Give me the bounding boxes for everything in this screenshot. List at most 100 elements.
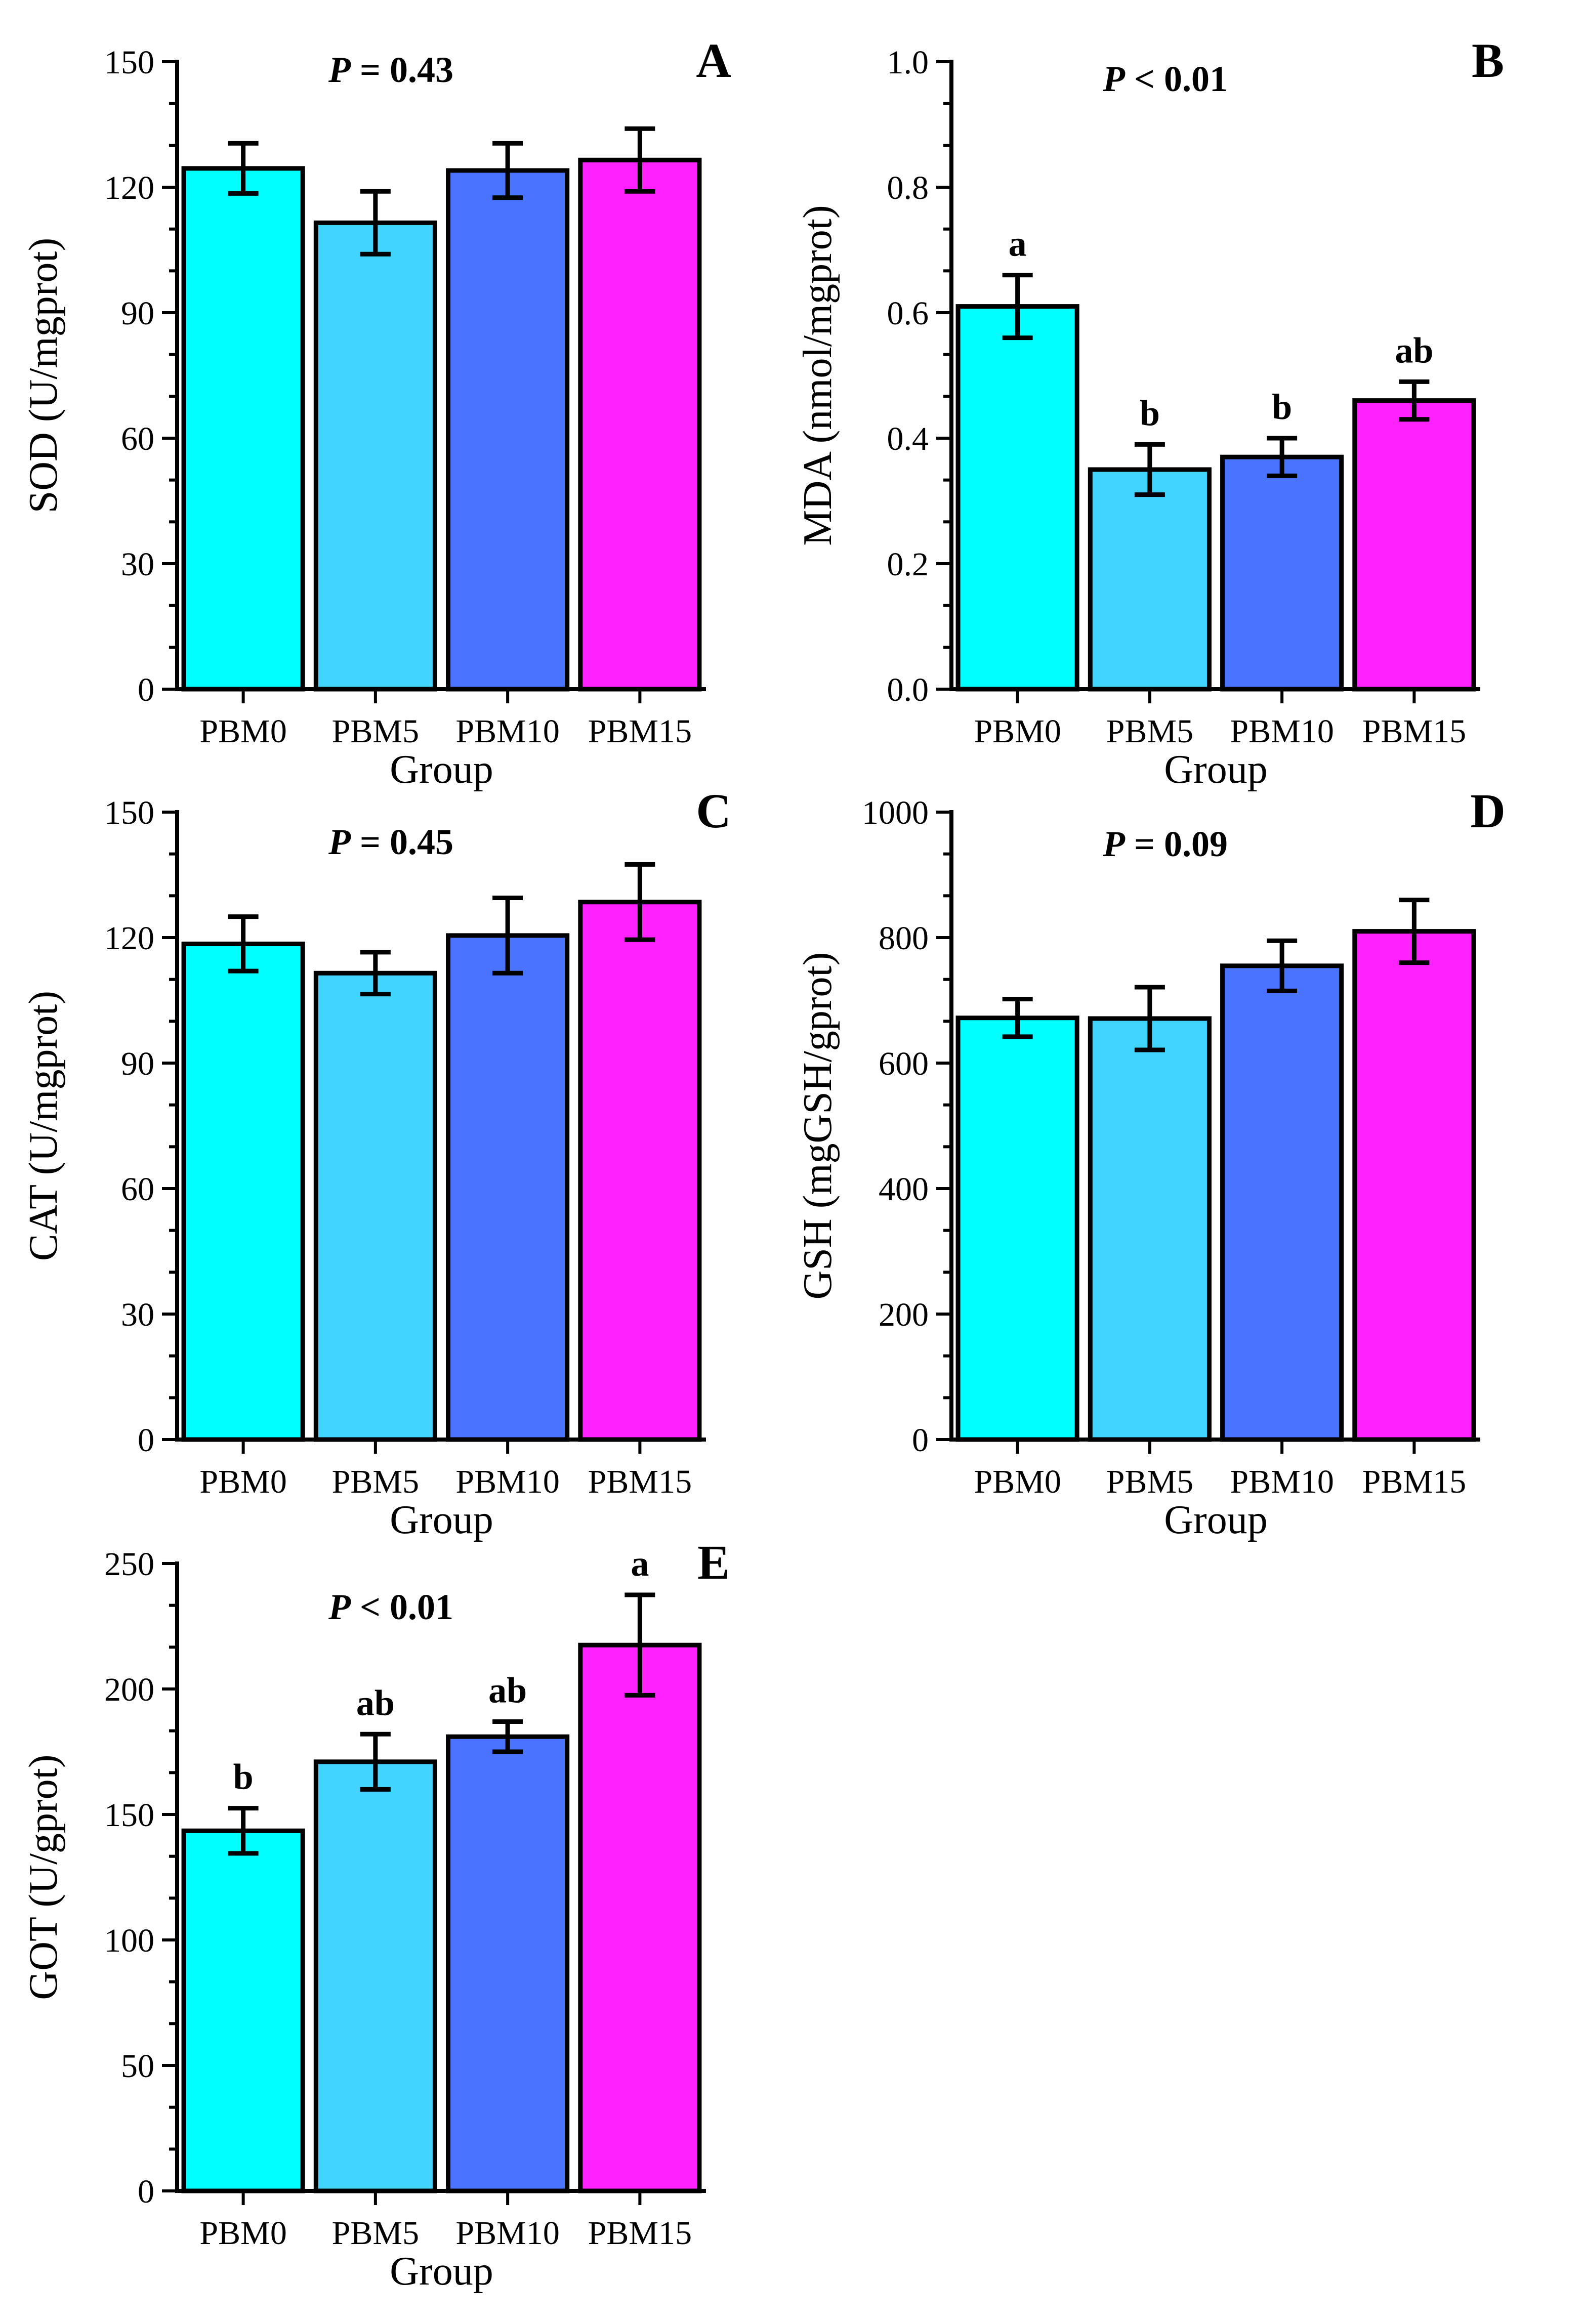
error-bar-pbm5	[360, 189, 391, 257]
bar-pbm5	[313, 220, 437, 692]
error-bar-pbm15	[1399, 898, 1430, 965]
y-axis-title: SOD (U/mgprot)	[21, 238, 66, 513]
y-tick-label: 400	[879, 1171, 929, 1208]
y-tick-label: 200	[104, 1671, 154, 1708]
panel-d: PBM0 PBM5 PBM10 PBM15 0 200 400 600 800 1000 GSH (…	[796, 784, 1506, 1542]
y-tick-label: 150	[104, 1797, 154, 1834]
y-tick-label: 1.0	[887, 44, 929, 81]
significance-label-pbm0: b	[233, 1757, 254, 1797]
x-tick-label-pbm0: PBM0	[199, 713, 286, 750]
significance-label-pbm5: ab	[356, 1682, 395, 1723]
y-tick-label: 150	[104, 794, 154, 831]
bar-pbm0	[181, 1828, 305, 2193]
y-tick-label: 120	[104, 920, 154, 957]
y-tick-label: 0	[138, 671, 154, 708]
panel-b: a PBM0 b PBM5 b PBM10 ab PBM15 0.0 0.2 0.4 0.6 0.8 1.…	[796, 33, 1504, 792]
p-value-text: < 0.01	[351, 1587, 453, 1627]
x-tick-label-pbm15: PBM15	[588, 713, 692, 750]
x-tick-label-pbm10: PBM10	[455, 1463, 559, 1500]
x-tick-label-pbm15: PBM15	[1362, 713, 1466, 750]
y-tick-label: 0.2	[887, 546, 929, 583]
y-tick-label: 0.0	[887, 671, 929, 708]
x-tick-label-pbm0: PBM0	[974, 713, 1061, 750]
bar-pbm15	[578, 1642, 702, 2193]
error-bar-pbm15	[1399, 379, 1430, 422]
y-tick-label: 150	[104, 44, 154, 81]
bar-pbm15	[578, 900, 702, 1442]
bar-pbm10	[446, 168, 570, 692]
error-bar-pbm0	[228, 1806, 259, 1856]
x-tick-label-pbm15: PBM15	[1362, 1463, 1466, 1500]
y-tick-label: 0	[912, 1422, 929, 1459]
p-value-text: = 0.43	[351, 50, 453, 90]
error-bar-pbm5	[1134, 985, 1165, 1052]
x-tick-label-pbm5: PBM5	[332, 2215, 419, 2252]
bar-pbm5	[1088, 467, 1212, 692]
p-value-label: P = 0.09	[1102, 824, 1228, 864]
bar-pbm10	[446, 933, 570, 1442]
panel-letter: D	[1470, 784, 1505, 838]
p-value-symbol: P	[1102, 824, 1126, 864]
significance-label-pbm15: a	[631, 1543, 649, 1584]
panel-letter: C	[696, 784, 731, 838]
y-axis-title: GSH (mgGSH/gprot)	[796, 952, 840, 1300]
bar-pbm10	[1220, 963, 1344, 1442]
y-tick-label: 0.6	[887, 295, 929, 332]
p-value-text: = 0.09	[1125, 824, 1228, 864]
error-bar-pbm10	[492, 141, 523, 200]
y-tick-label: 800	[879, 920, 929, 957]
x-axis-title: Group	[390, 2249, 493, 2294]
y-axis-title: GOT (U/gprot)	[21, 1754, 66, 2000]
panel-e: b PBM0 ab PBM5 ab PBM10 a PBM15 0 50 100 150 200 250 G…	[21, 1535, 730, 2294]
bar-pbm15	[1352, 398, 1476, 692]
significance-label-pbm15: ab	[1395, 330, 1433, 370]
error-bar-pbm5	[1134, 442, 1165, 497]
p-value-text: = 0.45	[351, 822, 453, 862]
x-tick-label-pbm10: PBM10	[455, 2215, 559, 2252]
error-bar-pbm10	[1267, 436, 1298, 478]
error-bar-pbm10	[492, 895, 523, 976]
bar-pbm0	[181, 941, 305, 1442]
y-tick-label: 1000	[862, 794, 929, 831]
error-bar-pbm15	[625, 126, 655, 194]
error-bar-pbm0	[228, 141, 259, 196]
error-bar-pbm10	[1267, 938, 1298, 993]
x-tick-label-pbm5: PBM5	[1106, 1463, 1193, 1500]
p-value-label: P < 0.01	[328, 1587, 453, 1627]
panel-letter: E	[697, 1535, 730, 1589]
y-tick-label: 0	[138, 1422, 154, 1459]
y-axis-title: CAT (U/mgprot)	[21, 991, 66, 1261]
panel-letter: A	[696, 33, 731, 88]
x-tick-label-pbm10: PBM10	[1230, 1463, 1334, 1500]
p-value-symbol: P	[328, 822, 351, 862]
x-tick-label-pbm15: PBM15	[588, 2215, 692, 2252]
error-bar-pbm0	[1002, 997, 1033, 1039]
x-axis-title: Group	[390, 1498, 493, 1542]
error-bar-pbm10	[492, 1719, 523, 1754]
error-bar-pbm0	[1002, 273, 1033, 341]
y-tick-label: 0.8	[887, 170, 929, 206]
x-tick-label-pbm0: PBM0	[199, 1463, 286, 1500]
y-tick-label: 50	[121, 2048, 154, 2085]
p-value-symbol: P	[1102, 59, 1126, 99]
y-tick-label: 60	[121, 1171, 154, 1208]
panel-a: PBM0 PBM5 PBM10 PBM15 0 30 60 90 120 150 SOD (U/mg…	[21, 33, 731, 792]
x-axis-title: Group	[390, 747, 493, 792]
x-tick-label-pbm10: PBM10	[1230, 713, 1334, 750]
y-tick-label: 30	[121, 546, 154, 583]
y-tick-label: 0	[138, 2173, 154, 2210]
y-tick-label: 90	[121, 1045, 154, 1082]
p-value-text: < 0.01	[1125, 59, 1228, 99]
p-value-symbol: P	[328, 1587, 351, 1627]
panel-letter: B	[1472, 33, 1504, 88]
x-tick-label-pbm15: PBM15	[588, 1463, 692, 1500]
significance-label-pbm10: ab	[488, 1670, 527, 1710]
y-tick-label: 120	[104, 170, 154, 206]
p-value-label: P = 0.43	[328, 50, 453, 90]
bar-pbm5	[313, 970, 437, 1442]
bar-pbm0	[955, 304, 1079, 692]
x-tick-label-pbm0: PBM0	[974, 1463, 1061, 1500]
y-axis-title: MDA (nmol/mgprot)	[796, 205, 840, 545]
y-tick-label: 60	[121, 420, 154, 457]
